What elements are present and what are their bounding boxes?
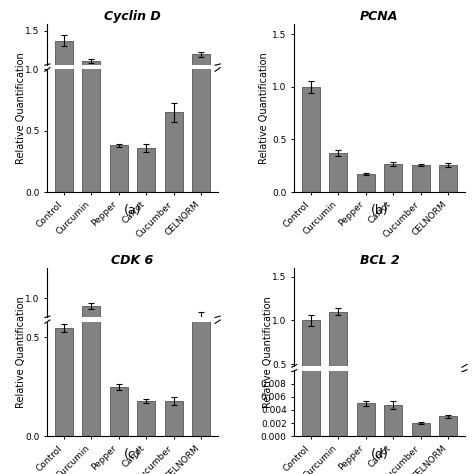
Bar <box>302 320 319 408</box>
Bar <box>329 153 347 192</box>
Bar <box>82 61 100 133</box>
Text: (d): (d) <box>371 448 388 461</box>
Bar <box>82 64 100 192</box>
Bar <box>55 328 73 436</box>
Text: (b): (b) <box>371 204 388 217</box>
Bar <box>357 403 374 436</box>
Bar <box>192 55 210 133</box>
Bar <box>384 405 402 436</box>
Bar <box>55 41 73 133</box>
Bar <box>137 108 155 133</box>
Bar <box>439 417 457 436</box>
Bar <box>302 0 319 436</box>
Bar <box>110 413 128 452</box>
Title: CDK 6: CDK 6 <box>111 254 154 266</box>
Bar <box>329 0 347 436</box>
Bar <box>110 107 128 133</box>
Title: BCL 2: BCL 2 <box>359 254 399 266</box>
Bar <box>192 263 210 436</box>
Bar <box>165 112 182 192</box>
Bar <box>192 51 210 192</box>
Bar <box>137 148 155 192</box>
Title: PCNA: PCNA <box>360 9 399 23</box>
Bar <box>357 174 374 192</box>
Text: Relative Quantification: Relative Quantification <box>263 296 273 408</box>
Bar <box>165 88 182 133</box>
Bar <box>110 146 128 192</box>
Bar <box>137 401 155 436</box>
Title: Cyclin D: Cyclin D <box>104 9 161 23</box>
Bar <box>439 164 457 192</box>
Bar <box>165 424 182 452</box>
Text: Relative Quantification: Relative Quantification <box>16 52 26 164</box>
Bar <box>55 27 73 192</box>
Bar <box>192 317 210 452</box>
Bar <box>82 306 100 452</box>
Y-axis label: Relative Quantification: Relative Quantification <box>259 52 270 164</box>
Bar <box>411 164 429 192</box>
Bar <box>165 401 182 436</box>
Text: Relative Quantification: Relative Quantification <box>16 296 26 408</box>
Bar <box>302 87 319 192</box>
Bar <box>110 387 128 436</box>
Bar <box>411 423 429 436</box>
Bar <box>384 164 402 192</box>
Text: (a): (a) <box>124 204 141 217</box>
Bar <box>329 311 347 408</box>
Bar <box>55 367 73 452</box>
Bar <box>82 249 100 436</box>
Text: (c): (c) <box>124 448 141 461</box>
Bar <box>137 424 155 452</box>
